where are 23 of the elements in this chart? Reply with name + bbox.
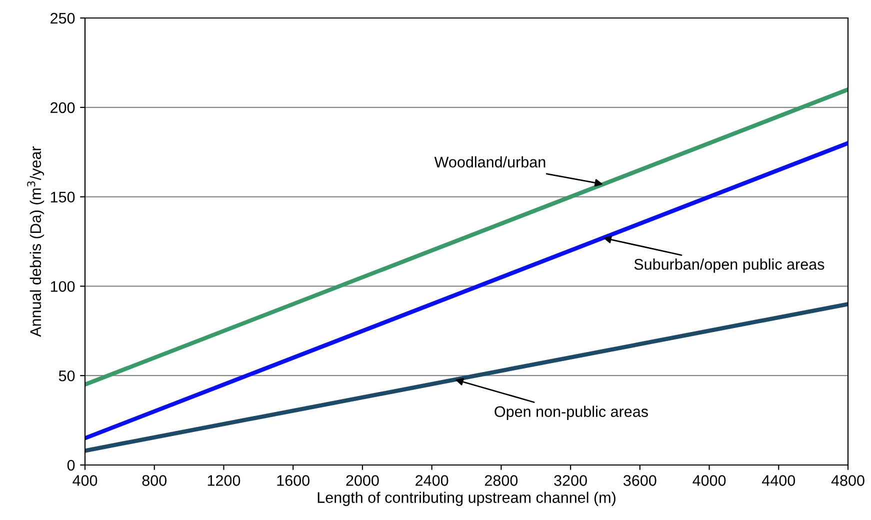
series-label: Suburban/open public areas xyxy=(634,258,824,273)
y-tick-label: 150 xyxy=(50,192,75,202)
y-tick-label: 50 xyxy=(58,370,75,382)
y-axis-title: Annual debris (Da) (m$^{3}$/year xyxy=(27,146,44,337)
y-tick-label: 250 xyxy=(50,12,75,24)
x-tick-label: 1600 xyxy=(277,475,310,486)
x-tick-label: 4400 xyxy=(762,475,796,486)
x-tick-label: 1200 xyxy=(208,475,240,486)
x-tick-label: 800 xyxy=(142,475,167,486)
text: Woodland/urban xyxy=(434,156,546,168)
y-tick-label: 0 xyxy=(67,460,75,471)
x-tick-label: 2400 xyxy=(416,475,448,486)
y-tick-label: 100 xyxy=(50,281,75,292)
y-tick-label: 200 xyxy=(50,102,75,114)
x-tick-label: 4800 xyxy=(831,475,864,486)
x-tick-label: 3200 xyxy=(554,475,587,486)
x-axis-title: Length of contributing upstream channel (m) xyxy=(318,492,616,506)
x-tick-label: 2800 xyxy=(484,475,518,486)
x-tick-label: 3600 xyxy=(624,475,656,486)
text: Open non-public areas xyxy=(494,406,648,420)
x-tick-label: 400 xyxy=(72,475,98,486)
x-tick-label: 2000 xyxy=(346,475,379,486)
x-tick-label: 4000 xyxy=(692,475,726,486)
